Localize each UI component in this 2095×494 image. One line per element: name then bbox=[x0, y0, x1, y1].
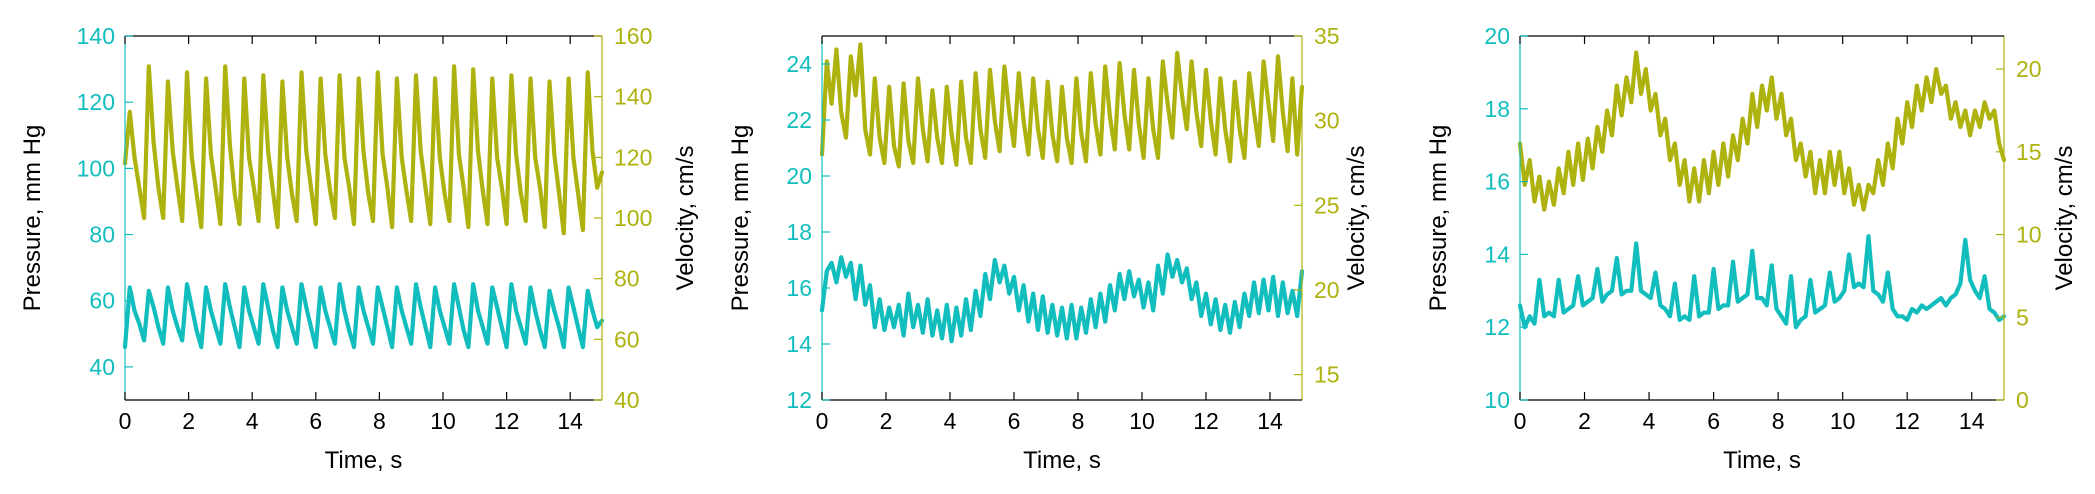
right-y-tick-label: 80 bbox=[614, 266, 640, 292]
x-tick-label: 6 bbox=[1707, 408, 1720, 434]
left-y-tick-label: 12 bbox=[786, 387, 812, 413]
left-y-tick-label: 60 bbox=[89, 288, 115, 314]
x-tick-label: 2 bbox=[182, 408, 195, 434]
x-tick-label: 12 bbox=[1193, 408, 1219, 434]
right-y-tick-label: 25 bbox=[1314, 192, 1340, 218]
x-tick-label: 4 bbox=[1643, 408, 1656, 434]
x-tick-label: 2 bbox=[880, 408, 893, 434]
x-tick-label: 4 bbox=[944, 408, 957, 434]
left-y-tick-label: 18 bbox=[786, 219, 812, 245]
x-tick-label: 10 bbox=[1830, 408, 1856, 434]
x-tick-label: 10 bbox=[1129, 408, 1155, 434]
x-tick-label: 8 bbox=[373, 408, 386, 434]
left-y-tick-label: 120 bbox=[77, 89, 115, 115]
left-y-tick-label: 14 bbox=[786, 331, 812, 357]
right-y-tick-label: 15 bbox=[1314, 362, 1340, 388]
right-y-tick-label: 40 bbox=[614, 387, 640, 413]
x-tick-label: 10 bbox=[430, 408, 456, 434]
right-y-axis-title: Velocity, cm/s bbox=[672, 146, 699, 291]
left-y-tick-label: 100 bbox=[77, 155, 115, 181]
pressure-series-line bbox=[122, 282, 605, 350]
left-y-tick-label: 40 bbox=[89, 354, 115, 380]
x-axis-title: Time, s bbox=[1723, 447, 1801, 474]
left-y-tick-label: 20 bbox=[1484, 23, 1510, 49]
left-y-tick-label: 80 bbox=[89, 222, 115, 248]
right-y-tick-label: 30 bbox=[1314, 108, 1340, 134]
left-y-tick-label: 16 bbox=[1484, 169, 1510, 195]
x-tick-label: 4 bbox=[246, 408, 259, 434]
pressure-series-line bbox=[819, 252, 1305, 344]
right-y-tick-label: 160 bbox=[614, 23, 652, 49]
right-y-tick-label: 60 bbox=[614, 326, 640, 352]
right-y-tick-label: 10 bbox=[2016, 222, 2042, 248]
x-tick-label: 14 bbox=[557, 408, 583, 434]
right-y-tick-label: 15 bbox=[2016, 139, 2042, 165]
x-tick-label: 12 bbox=[494, 408, 520, 434]
left-y-tick-label: 16 bbox=[786, 275, 812, 301]
chart-panel-1: 0 2 4 6 8 10 12 14 40 60 80 100 120 140 40 60 80 100 120 14… bbox=[19, 23, 699, 474]
velocity-series-line bbox=[1517, 50, 2007, 212]
x-tick-label: 2 bbox=[1578, 408, 1591, 434]
x-tick-label: 14 bbox=[1257, 408, 1283, 434]
left-y-tick-label: 14 bbox=[1484, 241, 1510, 267]
left-y-tick-label: 22 bbox=[786, 107, 812, 133]
left-y-tick-label: 20 bbox=[786, 163, 812, 189]
x-tick-label: 0 bbox=[1514, 408, 1527, 434]
x-tick-label: 8 bbox=[1772, 408, 1785, 434]
chart-panel-2: 0 2 4 6 8 10 12 14121416182022241520253035Time,… bbox=[727, 23, 1370, 474]
left-y-axis-title: Pressure, mm Hg bbox=[19, 125, 46, 312]
right-y-tick-label: 0 bbox=[2016, 387, 2029, 413]
x-axis-title: Time, s bbox=[325, 447, 403, 474]
x-tick-label: 0 bbox=[119, 408, 132, 434]
velocity-series-line bbox=[819, 42, 1305, 169]
left-y-tick-label: 18 bbox=[1484, 96, 1510, 122]
right-y-axis-title: Velocity, cm/s bbox=[1343, 146, 1370, 291]
chart-panel-3: 0 2 4 6 8 10 12 14 10 12 14 16 18 20 0 5 10 15 20 Time, s Pr… bbox=[1425, 23, 2078, 474]
left-y-axis-title: Pressure, mm Hg bbox=[727, 125, 754, 312]
right-y-tick-label: 20 bbox=[1314, 277, 1340, 303]
right-y-tick-label: 120 bbox=[614, 144, 652, 170]
x-tick-label: 12 bbox=[1894, 408, 1920, 434]
x-tick-label: 8 bbox=[1072, 408, 1085, 434]
x-tick-label: 0 bbox=[816, 408, 829, 434]
right-y-tick-label: 20 bbox=[2016, 56, 2042, 82]
x-axis-title: Time, s bbox=[1023, 447, 1101, 474]
right-y-tick-label: 5 bbox=[2016, 304, 2029, 330]
left-y-tick-label: 140 bbox=[77, 23, 115, 49]
x-tick-label: 6 bbox=[309, 408, 322, 434]
pressure-series-line bbox=[1517, 234, 2007, 330]
left-y-tick-label: 10 bbox=[1484, 387, 1510, 413]
right-y-tick-label: 140 bbox=[614, 84, 652, 110]
velocity-series-line bbox=[122, 64, 605, 236]
x-tick-label: 14 bbox=[1959, 408, 1985, 434]
x-tick-label: 6 bbox=[1008, 408, 1021, 434]
left-y-tick-label: 24 bbox=[786, 51, 812, 77]
right-y-tick-label: 100 bbox=[614, 205, 652, 231]
right-y-tick-label: 35 bbox=[1314, 23, 1340, 49]
right-y-axis-title: Velocity, cm/s bbox=[2051, 146, 2078, 291]
left-y-tick-label: 12 bbox=[1484, 314, 1510, 340]
left-y-axis-title: Pressure, mm Hg bbox=[1425, 125, 1452, 312]
